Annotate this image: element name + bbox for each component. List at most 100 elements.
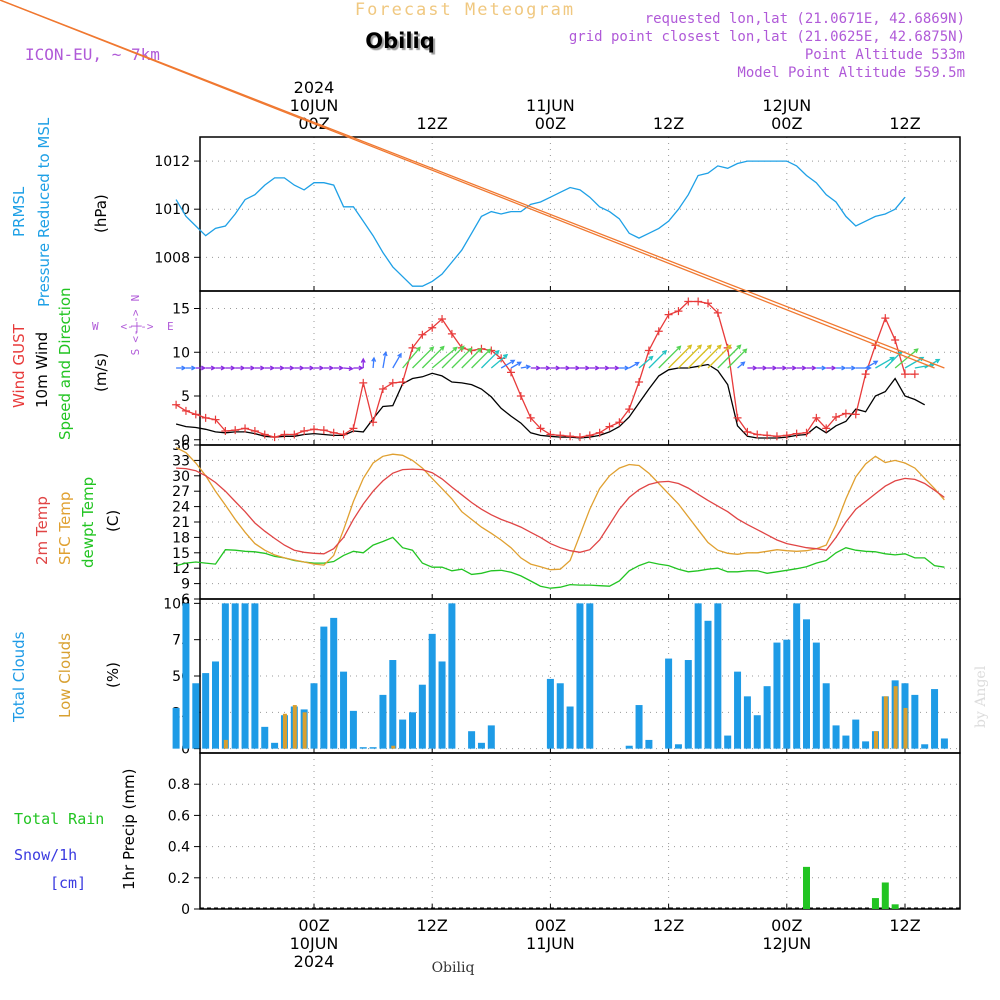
wind-dir-arrowhead — [220, 365, 226, 371]
gust-marker — [516, 392, 525, 400]
wind-dir-arrow — [421, 346, 445, 369]
wind-dir-arrowhead — [494, 349, 500, 355]
total-cloud-bar — [172, 707, 180, 749]
gust-marker — [250, 427, 259, 435]
wind-dir-arrowhead — [565, 365, 571, 371]
clouds-ytick-label: 0 — [181, 742, 190, 758]
wind-dir-arrowhead — [873, 360, 879, 366]
total-cloud-bar — [477, 742, 485, 749]
wind-dir-arrow — [372, 357, 375, 369]
gust-marker — [753, 430, 762, 439]
wind-unit: (m/s) — [92, 353, 110, 392]
gust-marker — [260, 430, 269, 439]
wind-dir-arrowhead — [594, 365, 601, 371]
bottom-time-label: 12Z — [889, 916, 920, 935]
gridpoint-coords: grid point closest lon,lat (21.0625E, 42… — [569, 29, 965, 45]
total-cloud-bar — [931, 689, 939, 749]
gust-marker — [772, 432, 781, 441]
total-cloud-bar — [743, 696, 751, 749]
precip-ytick-label: 0.2 — [168, 871, 190, 887]
wind-dir-arrowhead — [716, 344, 722, 350]
total-cloud-bar — [911, 694, 919, 749]
wind-dir-arrowhead — [782, 365, 788, 371]
top-time-label: 12Z — [653, 114, 684, 133]
wind-dir-arrowhead — [575, 365, 581, 371]
wind-dir-arrowhead — [279, 365, 285, 371]
rain-bar — [871, 898, 879, 909]
wind-dir-arrow — [894, 348, 919, 369]
wind-dir-arrowhead — [851, 365, 857, 371]
low-cloud-bar — [223, 739, 228, 749]
wind-dir-arrowhead — [742, 348, 748, 354]
wind-dir-arrow — [471, 348, 491, 369]
temperature-ytick-label: 18 — [172, 530, 190, 546]
gust-marker — [743, 427, 752, 436]
low-cloud-bar — [873, 731, 878, 749]
precip-ytick-label: 0.4 — [168, 840, 190, 856]
wind-dir-arrowhead — [299, 365, 305, 371]
low-cloud-bar — [282, 713, 287, 749]
gust-marker — [369, 418, 378, 427]
total-cloud-bar — [940, 738, 948, 749]
total-cloud-bar — [212, 661, 219, 749]
wind-dir-arrowhead — [706, 344, 712, 350]
total-cloud-bar — [320, 626, 328, 749]
watermark: by Angel — [973, 665, 989, 728]
temperature-ytick-label: 27 — [172, 484, 190, 500]
bottom-time-label: 11JUN — [526, 934, 575, 953]
wind-dir-arrowhead — [459, 345, 465, 351]
wind-ytick-label: 10 — [172, 345, 190, 361]
wind-dir-arrowhead — [360, 357, 366, 363]
wind-dir-arrowhead — [821, 365, 827, 371]
wind-dir-arrowhead — [486, 348, 492, 354]
temp-unit: (C) — [104, 510, 122, 532]
compass-w: W — [92, 320, 99, 333]
footer-station: Obiliq — [432, 960, 475, 976]
total-cloud-bar — [694, 603, 702, 749]
wind-dir-arrowhead — [634, 361, 640, 367]
total-cloud-bar — [438, 661, 446, 749]
top-time-label: 12Z — [417, 114, 448, 133]
total-cloud-bar — [576, 603, 584, 749]
wind-dir-arrow — [402, 346, 421, 369]
total-cloud-bar — [734, 671, 742, 749]
gust-marker — [201, 413, 210, 422]
total-cloud-bar — [822, 683, 830, 749]
gust-marker — [349, 424, 358, 433]
total-cloud-bar — [724, 735, 732, 749]
gust-marker — [595, 428, 604, 437]
precip-panel: 0 0.2 0.4 0.6 0.8 — [168, 752, 961, 918]
wind-dir-arrow — [451, 347, 472, 369]
wind-dir-arrowhead — [697, 344, 703, 350]
total-cloud-bar — [803, 619, 810, 749]
wind-dir-arrowhead — [614, 365, 620, 371]
total-cloud-bar — [349, 710, 357, 749]
top-time-label: 10JUN — [290, 96, 339, 115]
total-cloud-bar — [231, 603, 239, 749]
gust-marker — [694, 297, 703, 306]
temperature-ytick-label: 21 — [172, 515, 190, 531]
bottom-time-label: 00Z — [771, 916, 802, 935]
top-time-label: 12JUN — [762, 96, 811, 115]
total-cloud-bar — [842, 735, 850, 749]
total-rain-label: Total Rain — [14, 810, 104, 828]
wind-dir-arrow — [687, 344, 712, 369]
sfc-temp-label: SFC Temp — [56, 492, 74, 565]
total-cloud-bar — [251, 603, 259, 749]
total-cloud-bar — [389, 660, 397, 749]
wind-dir-arrow — [648, 350, 667, 369]
wind-dir-arrowhead — [250, 365, 256, 371]
wind-dir-arrowhead — [191, 365, 197, 371]
low-cloud-bar — [893, 686, 898, 749]
pressure-line — [175, 160, 906, 287]
total-cloud-bar — [487, 725, 495, 749]
gust-marker — [910, 370, 919, 379]
total-cloud-bar — [556, 683, 564, 749]
bottom-time-label: 12Z — [417, 916, 448, 935]
gust-marker — [861, 370, 870, 379]
gust-marker — [891, 336, 900, 344]
gust-marker — [418, 330, 427, 339]
